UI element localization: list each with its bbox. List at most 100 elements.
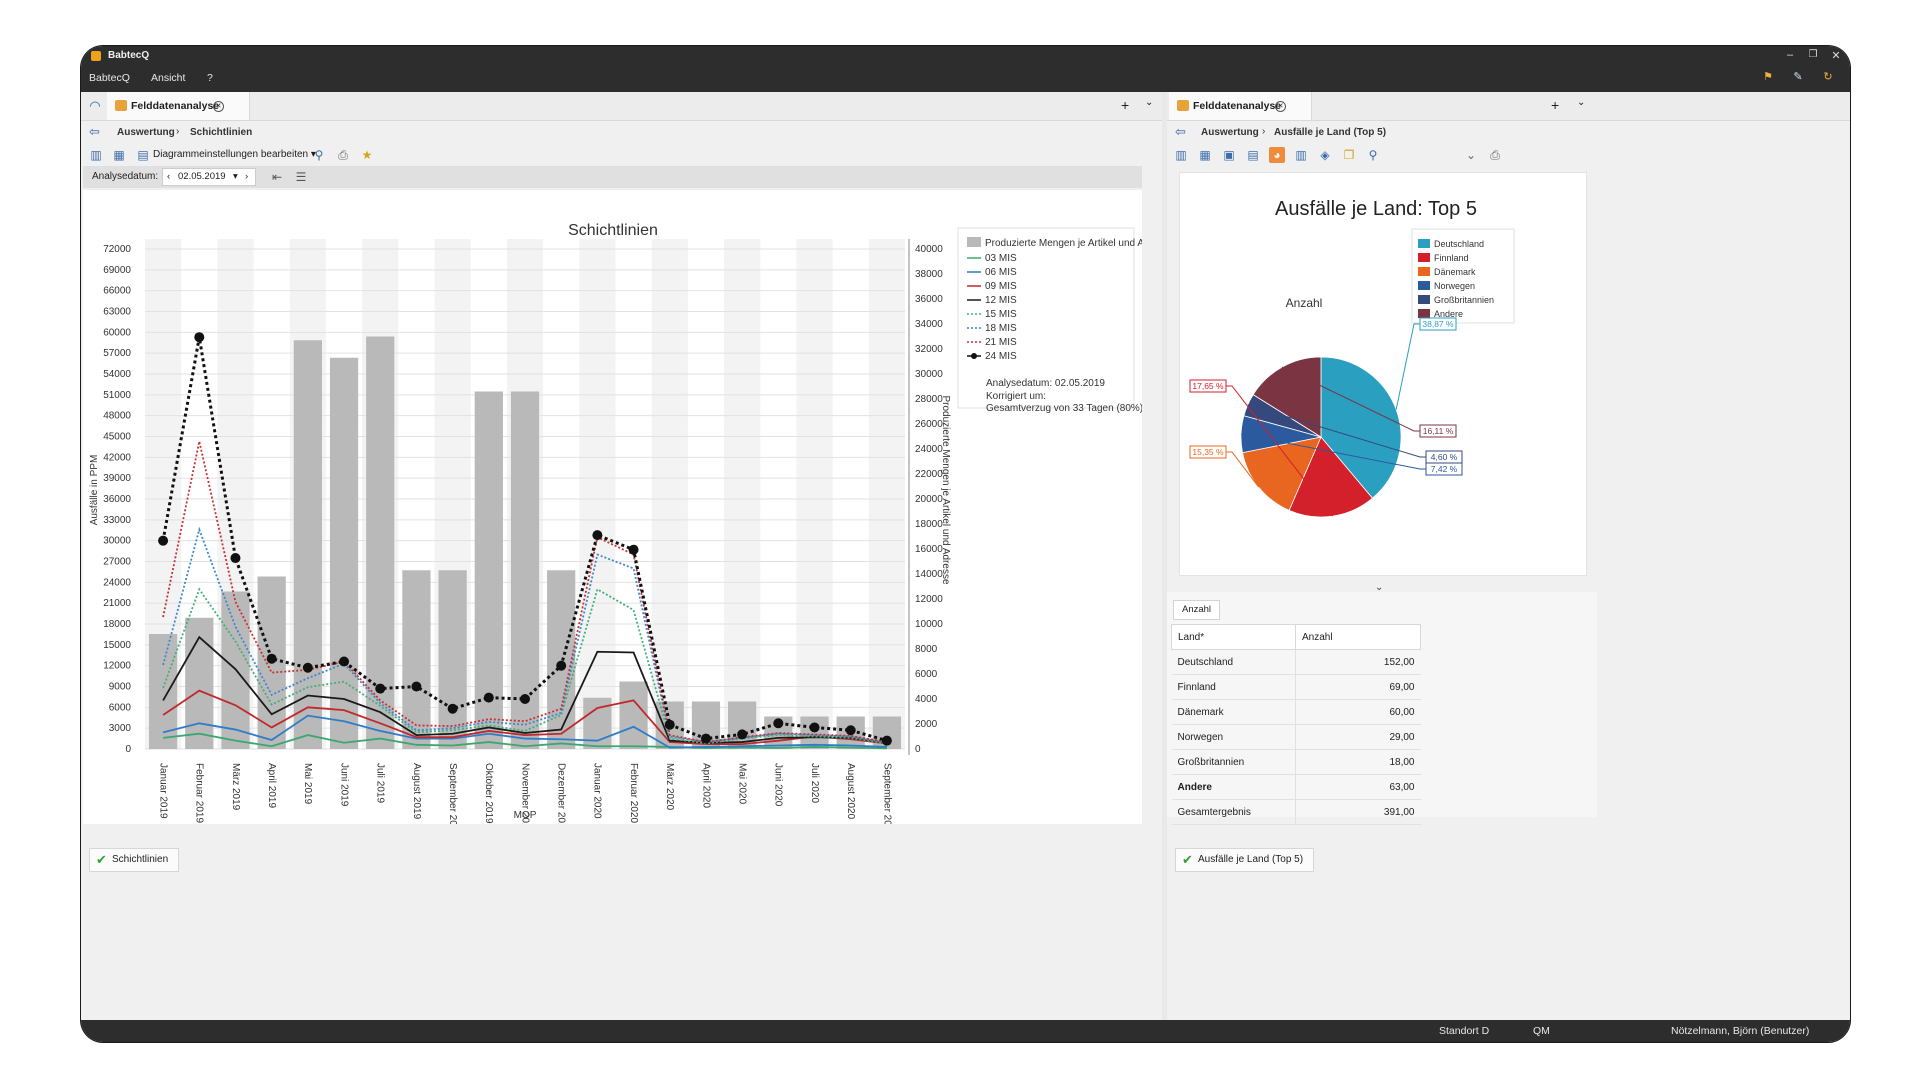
chart-container: Schichtlinien 72000 69000 66000 63000 60000 57… <box>83 190 1174 837</box>
x-tick-label: April 2019 <box>266 763 277 808</box>
date-range-icon[interactable]: ⇤ <box>271 170 283 184</box>
breadcrumb-auswertung[interactable]: Auswertung <box>117 127 175 138</box>
add-tab-icon[interactable]: + <box>1121 97 1130 113</box>
table-icon[interactable]: ▦ <box>1199 148 1211 162</box>
back-arrow-icon[interactable]: ⇦ <box>1175 124 1186 139</box>
pie-chart-icon[interactable]: ◕ <box>1269 147 1285 163</box>
x-tick-label: Juni 2019 <box>338 763 349 807</box>
x-tick-label: März 2020 <box>664 763 675 811</box>
bar-september-2019 <box>438 570 467 749</box>
user-role-icon[interactable]: ⚑ <box>1763 71 1773 83</box>
favorite-icon[interactable]: ★ <box>361 148 373 162</box>
pie-data-label: 15,35 % <box>1192 447 1224 457</box>
bar-chart-icon[interactable]: ▥ <box>1295 148 1307 162</box>
check-icon: ✔ <box>96 852 107 867</box>
left-tabbar: ◠ Felddatenanalyse ✕ + ⌄ <box>81 92 1162 121</box>
more-icon[interactable]: ⌄ <box>1465 148 1477 162</box>
chart-icon[interactable]: ▥ <box>1175 148 1187 162</box>
x-tick-label: September 2020 <box>881 763 892 824</box>
pie-label-box <box>1189 379 1227 393</box>
table-row[interactable]: Deutschland 152,00 <box>1171 649 1421 675</box>
calendar-icon[interactable]: ▣ <box>1223 148 1235 162</box>
list-options-icon[interactable]: ☰ <box>295 170 307 184</box>
table-row[interactable]: Gesamtergebnis 391,00 <box>1171 799 1421 825</box>
pie-data-label: 17,65 % <box>1192 381 1224 391</box>
back-arrow-icon[interactable]: ⇦ <box>89 124 100 139</box>
tab-felddatenanalyse-right[interactable]: Felddatenanalyse ✕ <box>1169 92 1312 120</box>
chart-settings-button[interactable]: Diagrammeinstellungen bearbeiten ▾ <box>153 149 316 160</box>
table-row[interactable]: Norwegen 29,00 <box>1171 724 1421 750</box>
date-dropdown-icon[interactable]: ▾ <box>233 171 238 182</box>
y-tick-label: 36000 <box>103 494 131 505</box>
table-row[interactable]: Andere 63,00 <box>1171 774 1421 800</box>
filter-icon[interactable]: ⚲ <box>314 148 324 162</box>
y2-tick-label: 30000 <box>915 369 943 380</box>
date-prev-icon[interactable]: ‹ <box>167 171 171 182</box>
data-point-marker <box>230 553 241 564</box>
pie-slice-deutschland <box>1320 356 1402 499</box>
x-tick-label: Juni 2020 <box>773 763 784 807</box>
column-band <box>868 239 905 749</box>
bottom-tab-top5[interactable]: ✔ Ausfälle je Land (Top 5) <box>1175 848 1315 872</box>
pie-legend-swatch <box>1418 295 1430 304</box>
copy-icon[interactable]: ❐ <box>1343 148 1355 162</box>
data-point-marker <box>664 719 675 730</box>
table-cell-land: Dänemark <box>1171 699 1296 725</box>
close-icon[interactable]: ✕ <box>1831 50 1841 62</box>
menu-babtecq[interactable]: BabtecQ <box>89 72 130 84</box>
y2-tick-label: 10000 <box>915 619 943 630</box>
table-cell-land: Andere <box>1171 774 1296 800</box>
menu-help[interactable]: ? <box>207 72 213 84</box>
add-tab-icon[interactable]: + <box>1551 97 1560 113</box>
table-row[interactable]: Dänemark 60,00 <box>1171 699 1421 725</box>
breadcrumb-auswertung[interactable]: Auswertung <box>1201 127 1259 138</box>
table-icon[interactable]: ▦ <box>113 148 125 162</box>
x-tick-label: Januar 2019 <box>157 763 168 819</box>
y2-axis-title: Produzierte Mengen je Artikel und Adress… <box>940 396 951 585</box>
legend-swatch-bars <box>967 237 981 247</box>
y-tick-label: 51000 <box>103 390 131 401</box>
x-tick-label: April 2020 <box>700 763 711 808</box>
analysis-date-label: Analysedatum: <box>92 171 159 182</box>
table-header-cell[interactable]: Land* <box>1171 624 1296 650</box>
pie-slice-finnland <box>1288 436 1374 518</box>
tab-close-icon[interactable]: ✕ <box>213 101 224 112</box>
y-tick-label: 3000 <box>109 723 132 734</box>
tab-menu-icon[interactable]: ⌄ <box>1145 97 1154 108</box>
refresh-icon[interactable]: ↻ <box>1823 71 1833 83</box>
filter-icon[interactable]: ⚲ <box>1368 148 1378 162</box>
tab-felddatenanalyse-left[interactable]: Felddatenanalyse ✕ <box>107 92 250 120</box>
home-icon[interactable]: ◠ <box>89 98 101 113</box>
pie-legend-swatch <box>1418 281 1430 290</box>
print-icon[interactable]: ⎙ <box>1490 148 1500 162</box>
collapse-icon[interactable]: ⌄ <box>1375 582 1384 593</box>
pie-legend-label: Finnland <box>1434 253 1469 263</box>
pie-legend-label: Norwegen <box>1434 281 1475 291</box>
chart-settings-icon[interactable]: ▤ <box>137 148 149 162</box>
print-icon[interactable]: ⎙ <box>338 148 348 162</box>
table-cell-anzahl: 60,00 <box>1295 699 1421 725</box>
bottom-tab-schichtlinien[interactable]: ✔ Schichtlinien <box>89 848 180 872</box>
y2-tick-label: 4000 <box>915 694 938 705</box>
y2-tick-label: 36000 <box>915 294 943 305</box>
analysis-date-picker[interactable]: ‹ 02.05.2019 ▾ › <box>162 168 256 186</box>
calendar-edit-icon[interactable]: ▤ <box>1247 148 1259 162</box>
chart-icon[interactable]: ▥ <box>90 148 102 162</box>
edit-icon[interactable]: ✎ <box>1793 71 1803 83</box>
y2-tick-label: 22000 <box>915 469 943 480</box>
tag-icon[interactable]: ◈ <box>1320 148 1330 162</box>
table-row[interactable]: Großbritannien 18,00 <box>1171 749 1421 775</box>
y2-tick-label: 16000 <box>915 544 943 555</box>
table-row[interactable]: Finnland 69,00 <box>1171 674 1421 700</box>
minimize-icon[interactable]: – <box>1786 49 1794 61</box>
tab-menu-icon[interactable]: ⌄ <box>1577 97 1586 108</box>
menu-ansicht[interactable]: Ansicht <box>151 72 186 84</box>
date-next-icon[interactable]: › <box>245 171 249 182</box>
pie-leader-line <box>1226 385 1333 517</box>
restore-icon[interactable]: ❐ <box>1808 49 1818 60</box>
table-header-cell[interactable]: Anzahl <box>1295 624 1421 650</box>
legend-marker <box>971 353 977 359</box>
tab-close-icon[interactable]: ✕ <box>1275 101 1286 112</box>
y-tick-label: 60000 <box>103 327 131 338</box>
y-tick-label: 66000 <box>103 286 131 297</box>
